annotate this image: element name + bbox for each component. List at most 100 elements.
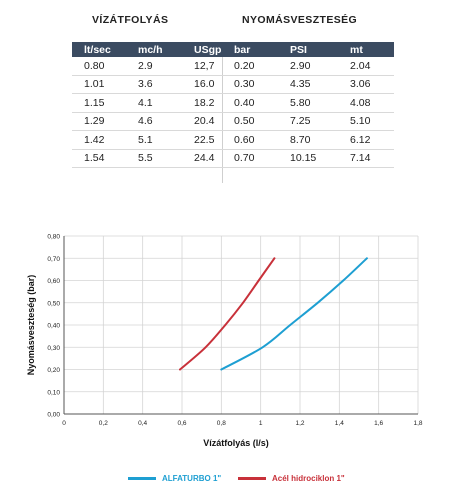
x-tick-label: 0,6 xyxy=(177,420,186,427)
data-point xyxy=(242,301,244,304)
data-point xyxy=(261,346,264,349)
legend-swatch-acel-hidrociklon xyxy=(238,477,266,480)
data-point xyxy=(179,368,181,371)
data-point xyxy=(316,301,319,304)
x-tick-label: 0,4 xyxy=(138,420,147,427)
table-row: 0.60 8.70 6.12 xyxy=(222,130,394,150)
loss-table-header-row: bar PSI mt xyxy=(222,42,394,57)
table-cell: 5.10 xyxy=(336,112,394,131)
table-cell: 1.15 xyxy=(72,93,134,113)
legend-label-alfaturbo: ALFATURBO 1" xyxy=(162,474,222,483)
legend-swatch-alfaturbo xyxy=(128,477,156,480)
table-cell: 1.01 xyxy=(72,75,134,94)
table-row: 0.80 2.9 12,7 xyxy=(72,57,244,76)
table-cell: 0.70 xyxy=(222,149,280,168)
pressure-loss-table: bar PSI mt 0.20 2.90 2.04 0.30 4.35 3.06 0.4… xyxy=(222,42,394,168)
table-cell: 2.04 xyxy=(336,57,394,76)
y-tick-label: 0,60 xyxy=(47,278,60,285)
loss-header-mt: mt xyxy=(336,42,394,57)
y-tick-label: 0,70 xyxy=(47,256,60,263)
chart-grid xyxy=(63,235,419,415)
table-row: 1.42 5.1 22.5 xyxy=(72,130,244,150)
table-row: 0.30 4.35 3.06 xyxy=(222,75,394,94)
table-cell: 5.80 xyxy=(280,93,336,113)
table-row: 1.29 4.6 20.4 xyxy=(72,112,244,131)
table-row: 0.50 7.25 5.10 xyxy=(222,112,394,131)
y-tick-label: 0,40 xyxy=(47,323,60,330)
x-tick-label: 1,8 xyxy=(413,420,422,427)
table-cell: 8.70 xyxy=(280,130,336,150)
table-row: 1.15 4.1 18.2 xyxy=(72,93,244,113)
table-cell: 7.14 xyxy=(336,149,394,168)
table-cell: 7.25 xyxy=(280,112,336,131)
table-cell: 3.06 xyxy=(336,75,394,94)
x-tick-label: 1 xyxy=(259,420,263,427)
loss-header-psi: PSI xyxy=(280,42,336,57)
x-tick-label: 1,6 xyxy=(374,420,383,427)
table-row: 0.20 2.90 2.04 xyxy=(222,57,394,76)
y-tick-label: 0,80 xyxy=(47,234,60,241)
x-tick-label: 0 xyxy=(62,420,66,427)
table-cell: 0.30 xyxy=(222,75,280,94)
table-cell: 2.90 xyxy=(280,57,336,76)
table-cell: 1.42 xyxy=(72,130,134,150)
y-tick-label: 0,00 xyxy=(47,412,60,419)
table-cell: 0.60 xyxy=(222,130,280,150)
x-tick-label: 1,2 xyxy=(295,420,304,427)
series-line-1 xyxy=(179,257,276,371)
flow-table-header-row: lt/sec mc/h USgpm xyxy=(72,42,244,57)
x-axis-label: Vízátfolyás (l/s) xyxy=(203,438,269,448)
table-cell: 1.29 xyxy=(72,112,134,131)
y-tick-label: 0,30 xyxy=(47,345,60,352)
legend-item-acel-hidrociklon: Acél hidrociklon 1" xyxy=(238,474,345,483)
data-point xyxy=(273,257,276,260)
pressure-loss-section-title: NYOMÁSVESZTESÉG xyxy=(242,14,358,26)
x-tick-label: 0,2 xyxy=(99,420,108,427)
table-cell: 2.9 xyxy=(134,57,188,76)
data-point xyxy=(220,368,223,371)
data-point xyxy=(289,324,292,326)
data-point xyxy=(204,346,207,349)
flow-section-title: VÍZÁTFOLYÁS xyxy=(92,14,169,26)
y-tick-label: 0,50 xyxy=(47,300,60,307)
table-row: 0.70 10.15 7.14 xyxy=(222,149,394,168)
data-point xyxy=(342,279,345,282)
table-cell: 3.6 xyxy=(134,75,188,94)
table-row: 1.54 5.5 24.4 xyxy=(72,149,244,168)
table-cell: 4.1 xyxy=(134,93,188,113)
flow-header-lt-sec: lt/sec xyxy=(72,42,134,57)
pressure-loss-chart: 0,000,100,200,300,400,500,600,700,80 0 0,… xyxy=(26,234,423,449)
x-tick-label: 1,4 xyxy=(335,420,344,427)
chart-axes xyxy=(63,236,418,415)
table-cell: 0.20 xyxy=(222,57,280,76)
table-cell: 4.6 xyxy=(134,112,188,131)
data-point xyxy=(257,279,260,282)
table-cell: 0.80 xyxy=(72,57,134,76)
x-tick-labels: 0 0,2 0,4 0,6 0,8 1 1,2 1,4 1,6 1,8 xyxy=(62,420,423,427)
table-cell: 0.40 xyxy=(222,93,280,113)
legend-label-acel-hidrociklon: Acél hidrociklon 1" xyxy=(272,474,345,483)
flow-header-mc-h: mc/h xyxy=(134,42,188,57)
table-cell: 5.1 xyxy=(134,130,188,150)
table-row: 0.40 5.80 4.08 xyxy=(222,93,394,113)
loss-header-bar: bar xyxy=(222,42,280,57)
table-cell: 0.50 xyxy=(222,112,280,131)
table-cell: 10.15 xyxy=(280,149,336,168)
data-point xyxy=(224,324,227,326)
y-tick-label: 0,10 xyxy=(47,389,60,396)
y-tick-labels: 0,00 0,10 0,20 0,30 0,40 0,50 0,60 0,70 0,80 xyxy=(47,234,60,419)
table-cell: 4.08 xyxy=(336,93,394,113)
table-cell: 4.35 xyxy=(280,75,336,94)
y-axis-label: Nyomásveszteség (bar) xyxy=(26,275,36,376)
x-tick-label: 0,8 xyxy=(217,420,226,427)
data-point xyxy=(365,257,368,260)
flow-table: lt/sec mc/h USgpm 0.80 2.9 12,7 1.01 3.6 16.… xyxy=(72,42,244,168)
y-tick-label: 0,20 xyxy=(47,367,60,374)
series-line-0 xyxy=(220,257,368,371)
table-row: 1.01 3.6 16.0 xyxy=(72,75,244,94)
table-cell: 5.5 xyxy=(134,149,188,168)
chart-series xyxy=(179,257,368,371)
table-cell: 6.12 xyxy=(336,130,394,150)
table-cell: 1.54 xyxy=(72,149,134,168)
legend-item-alfaturbo: ALFATURBO 1" xyxy=(128,474,221,483)
